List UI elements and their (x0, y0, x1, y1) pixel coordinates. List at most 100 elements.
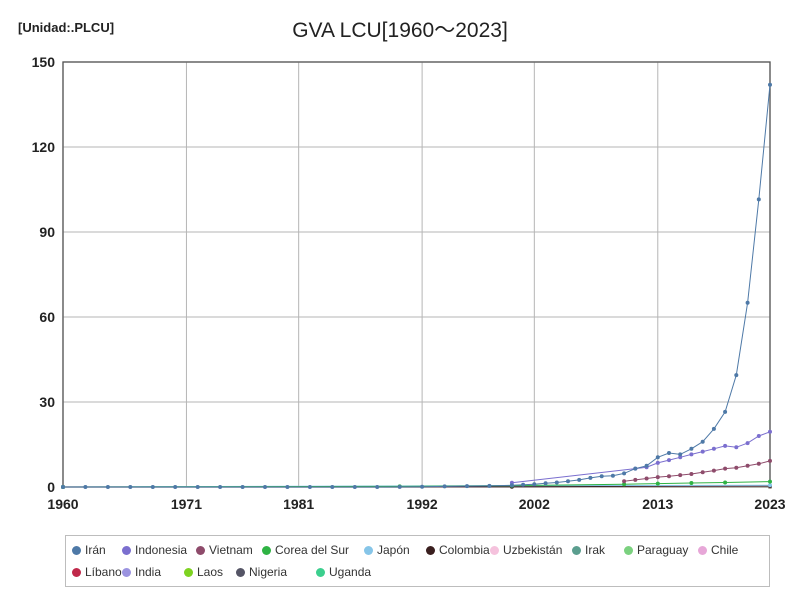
legend-marker-icon (72, 568, 81, 577)
unit-label: [Unidad:.PLCU] (18, 20, 115, 35)
data-point-ir-n (622, 471, 627, 476)
legend-marker-icon (624, 546, 633, 555)
data-point-ir-n (610, 473, 615, 478)
legend-item: Nigeria (236, 565, 287, 579)
legend-marker-icon (184, 568, 193, 577)
legend-marker-icon (572, 546, 581, 555)
data-point-indonesia (711, 446, 716, 451)
data-point-indonesia (667, 458, 671, 463)
x-tick-label: 2002 (519, 496, 550, 512)
legend-item: Uzbekistán (490, 543, 562, 557)
data-point-ir-n (509, 483, 514, 488)
legend-marker-icon (364, 546, 373, 555)
data-point-ir-n (397, 484, 402, 489)
data-point-indonesia (678, 455, 683, 460)
legend-marker-icon (262, 546, 271, 555)
data-point-vietnam (655, 475, 660, 480)
data-point-ir-n (689, 446, 694, 451)
legend-label: Japón (377, 543, 410, 557)
data-point-ir-n (734, 373, 739, 378)
data-point-ir-n (420, 484, 425, 489)
data-point-ir-n (700, 439, 705, 444)
y-tick-label: 60 (39, 309, 55, 325)
x-tick-label: 1971 (171, 496, 202, 512)
legend-label: Nigeria (249, 565, 288, 579)
data-point-ir-n (588, 475, 593, 480)
data-point-indonesia (723, 443, 728, 448)
legend-marker-icon (122, 568, 131, 577)
data-point-ir-n (375, 485, 380, 489)
legend-item: Paraguay (624, 543, 688, 557)
data-point-ir-n (240, 485, 245, 489)
data-point-ir-n (532, 482, 537, 487)
data-point-ir-n (566, 479, 570, 484)
data-point-corea-del-sur (655, 481, 660, 486)
data-point-indonesia (700, 449, 705, 454)
data-point-vietnam (723, 466, 728, 471)
legend-item: Corea del Sur (262, 543, 349, 557)
x-tick-label: 2013 (642, 496, 673, 512)
series-line-ir-n (63, 84, 771, 488)
legend-item: Irak (572, 543, 605, 557)
plot-area (62, 61, 771, 488)
legend-marker-icon (122, 546, 131, 555)
data-point-ir-n (521, 482, 526, 487)
legend-label: India (135, 565, 162, 579)
data-point-corea-del-sur (768, 479, 772, 484)
legend-label: Irán (85, 543, 106, 557)
data-point-ir-n (465, 484, 469, 489)
legend-item: Laos (184, 565, 223, 579)
data-point-corea-del-sur (689, 481, 694, 485)
data-point-ir-n (218, 485, 223, 489)
data-point-ir-n (263, 485, 267, 489)
data-point-ir-n (667, 451, 671, 455)
data-point-ir-n (745, 300, 750, 305)
data-point-ir-n (768, 82, 772, 87)
data-point-ir-n (285, 485, 290, 489)
data-point-ir-n (756, 197, 761, 202)
chart-title: GVA LCU[1960～2023] (292, 19, 508, 42)
data-point-ir-n (195, 485, 200, 489)
data-point-vietnam (745, 463, 750, 468)
data-point-vietnam (768, 458, 772, 463)
legend-label: Uganda (329, 565, 372, 579)
legend-marker-icon (698, 546, 707, 555)
data-point-vietnam (633, 477, 638, 482)
y-tick-label: 120 (32, 139, 56, 155)
data-point-vietnam (689, 472, 694, 476)
data-point-ir-n (655, 455, 660, 460)
legend-label: Chile (711, 543, 739, 557)
data-point-ir-n (150, 485, 155, 489)
data-point-vietnam (622, 479, 627, 484)
data-point-ir-n (61, 485, 65, 489)
legend-label: Uzbekistán (503, 543, 563, 557)
data-point-ir-n (644, 463, 649, 468)
legend-marker-icon (426, 546, 435, 555)
x-tick-label: 2023 (754, 496, 785, 512)
x-tick-label: 1992 (407, 496, 438, 512)
data-point-corea-del-sur (723, 480, 728, 485)
data-point-indonesia (734, 445, 739, 450)
chart-legend: Irán Indonesia Vietnam Corea del Sur Japón Co… (65, 535, 770, 587)
data-point-ir-n (554, 480, 559, 485)
legend-item: Irán (72, 543, 106, 557)
legend-label: Laos (197, 565, 224, 579)
data-point-indonesia (756, 434, 761, 438)
data-point-ir-n (577, 477, 582, 482)
data-point-ir-n (678, 452, 683, 457)
y-tick-label: 90 (39, 224, 55, 240)
legend-item: Colombia (426, 543, 490, 557)
x-tick-label: 1960 (47, 496, 78, 512)
data-point-ir-n (711, 426, 716, 431)
legend-label: Paraguay (637, 543, 689, 557)
data-point-indonesia (689, 452, 694, 457)
data-point-vietnam (667, 474, 671, 479)
legend-marker-icon (236, 568, 245, 577)
y-tick-label: 0 (47, 479, 55, 495)
data-point-vietnam (678, 473, 683, 478)
legend-marker-icon (72, 546, 81, 555)
legend-item: Vietnam (196, 543, 253, 557)
data-point-vietnam (644, 476, 649, 481)
data-point-ir-n (330, 485, 335, 489)
data-point-corea-del-sur (622, 482, 627, 487)
